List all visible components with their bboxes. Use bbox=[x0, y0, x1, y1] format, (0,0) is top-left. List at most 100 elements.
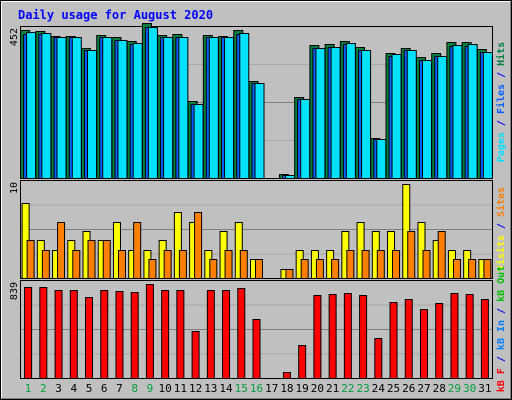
bar-pages-day-20 bbox=[315, 48, 326, 179]
x-tick-label-day-30: 30 bbox=[463, 382, 476, 395]
panel-visits-sites: 10 Visits / Sites bbox=[9, 180, 507, 279]
bar-kb-f-day-29 bbox=[450, 293, 459, 379]
bar-sites-day-3 bbox=[57, 222, 66, 279]
bar-sites-day-27 bbox=[422, 250, 431, 279]
bar-kb-f-day-14 bbox=[222, 290, 231, 379]
bar-sites-day-7 bbox=[117, 250, 126, 279]
bar-sites-day-24 bbox=[376, 250, 385, 279]
bar-kb-f-day-30 bbox=[465, 294, 474, 379]
bar-kb-f-day-13 bbox=[206, 290, 215, 379]
x-tick-label-day-27: 27 bbox=[417, 382, 430, 395]
legend-entry: / bbox=[496, 114, 507, 132]
bar-sites-day-26 bbox=[407, 231, 416, 279]
x-tick-label-day-10: 10 bbox=[159, 382, 172, 395]
bar-sites-day-15 bbox=[239, 250, 248, 279]
bar-kb-f-day-18 bbox=[282, 372, 291, 379]
legend-entry: kB F bbox=[496, 368, 507, 392]
bar-pages-day-16 bbox=[254, 83, 265, 179]
x-tick-label-day-24: 24 bbox=[372, 382, 386, 395]
bar-pages-day-24 bbox=[376, 139, 387, 179]
bar-kb-f-day-20 bbox=[313, 295, 322, 379]
bar-kb-f-day-4 bbox=[69, 290, 78, 379]
legend-entry: / bbox=[496, 217, 507, 235]
x-tick-label-day-4: 4 bbox=[70, 382, 77, 395]
bar-sites-day-13 bbox=[209, 259, 218, 279]
legend-entry: Pages bbox=[496, 132, 507, 162]
x-tick-label-day-23: 23 bbox=[356, 382, 369, 395]
bar-sites-day-9 bbox=[148, 259, 157, 279]
bar-sites-day-29 bbox=[452, 259, 461, 279]
bar-sites-day-12 bbox=[194, 212, 203, 279]
legend-entry: / bbox=[496, 302, 507, 320]
bar-sites-day-25 bbox=[392, 250, 401, 279]
legend-entry: Files bbox=[495, 84, 507, 114]
x-axis-labels: 1 2 3 4 5 6 7 8 9 10 11 12 13 14 15 16 17 18 19 20 21 22 23 24 2… bbox=[25, 382, 492, 395]
bar-pages-day-6 bbox=[102, 37, 113, 179]
x-tick-label-day-8: 8 bbox=[131, 382, 138, 395]
bar-pages-day-15 bbox=[239, 33, 250, 179]
bar-pages-day-19 bbox=[300, 99, 311, 179]
bar-sites-day-16 bbox=[255, 259, 263, 279]
bar-kb-f-day-23 bbox=[359, 295, 368, 379]
bar-pages-day-12 bbox=[193, 104, 204, 179]
bar-kb-f-day-16 bbox=[252, 319, 261, 379]
bar-sites-day-21 bbox=[331, 259, 340, 279]
x-tick-label-day-16: 16 bbox=[250, 382, 263, 395]
x-tick-label-day-19: 19 bbox=[296, 382, 309, 395]
bar-sites-day-30 bbox=[468, 259, 477, 279]
bar-pages-day-13 bbox=[208, 37, 219, 179]
bar-pages-day-25 bbox=[391, 54, 402, 179]
bar-sites-day-4 bbox=[72, 250, 81, 279]
bar-pages-day-14 bbox=[224, 37, 235, 179]
bar-sites-day-2 bbox=[41, 250, 50, 279]
legend-entry: Visits bbox=[495, 235, 507, 271]
x-tick-label-day-11: 11 bbox=[174, 382, 187, 395]
bar-sites-day-6 bbox=[102, 240, 111, 279]
bar-kb-f-day-3 bbox=[54, 290, 63, 379]
bar-pages-day-10 bbox=[163, 37, 174, 179]
x-tick-label-day-5: 5 bbox=[86, 382, 93, 395]
x-tick-label-day-26: 26 bbox=[402, 382, 415, 395]
bar-pages-day-5 bbox=[87, 50, 98, 179]
bar-kb-f-day-12 bbox=[191, 331, 200, 379]
bar-sites-day-28 bbox=[437, 231, 446, 279]
bar-kb-f-day-5 bbox=[85, 297, 94, 379]
bar-pages-day-23 bbox=[361, 50, 372, 179]
bar-kb-f-day-26 bbox=[404, 299, 413, 379]
x-tick-label-day-3: 3 bbox=[55, 382, 62, 395]
bar-sites-day-20 bbox=[315, 259, 324, 279]
bar-sites-day-10 bbox=[163, 250, 172, 279]
x-tick-label-day-15: 15 bbox=[235, 382, 248, 395]
bar-pages-day-26 bbox=[406, 50, 417, 179]
x-tick-label-day-13: 13 bbox=[204, 382, 217, 395]
series-legend: kB F / kB In / kB Out bbox=[496, 266, 507, 392]
bar-pages-day-27 bbox=[421, 60, 432, 179]
x-tick-label-day-25: 25 bbox=[387, 382, 400, 395]
bar-pages-day-9 bbox=[147, 27, 158, 179]
x-tick-label-day-17: 17 bbox=[265, 382, 278, 395]
bar-pages-day-4 bbox=[71, 37, 82, 179]
x-tick-label-day-7: 7 bbox=[116, 382, 123, 395]
bar-pages-day-11 bbox=[178, 37, 189, 179]
bar-sites-day-18 bbox=[285, 269, 294, 279]
bar-pages-day-2 bbox=[41, 33, 52, 179]
legend-entry: kB In bbox=[496, 320, 507, 350]
bar-pages-day-22 bbox=[345, 43, 356, 179]
bar-sites-day-22 bbox=[346, 250, 355, 279]
bar-sites-day-5 bbox=[87, 240, 96, 279]
x-tick-label-day-2: 2 bbox=[40, 382, 47, 395]
bar-kb-f-day-24 bbox=[374, 338, 383, 379]
bar-visits-day-11 bbox=[173, 212, 182, 279]
bar-pages-day-31 bbox=[482, 52, 493, 179]
bar-pages-day-3 bbox=[56, 37, 67, 179]
legend-entry: Sites bbox=[495, 187, 507, 217]
bar-pages-day-21 bbox=[330, 47, 341, 179]
legend-entry: Hits bbox=[495, 42, 507, 66]
bar-kb-f-day-10 bbox=[161, 290, 170, 379]
bar-pages-day-8 bbox=[132, 43, 143, 179]
x-tick-label-day-14: 14 bbox=[219, 382, 233, 395]
